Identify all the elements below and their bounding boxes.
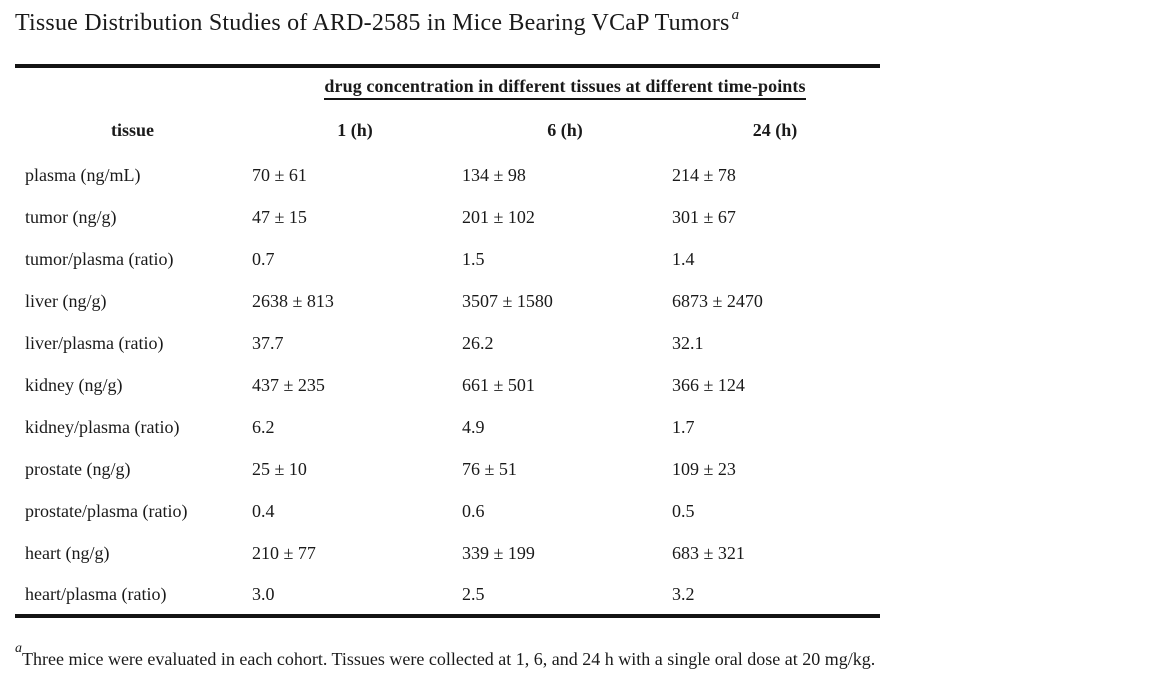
value-cell: 201 ± 102 <box>462 206 535 227</box>
table-head: drug concentration in different tissues … <box>15 66 880 154</box>
value-cell: 661 ± 501 <box>462 374 535 395</box>
value-cell: 47 ± 15 <box>252 206 307 227</box>
paper-page: Tissue Distribution Studies of ARD-2585 … <box>0 7 1161 690</box>
table-row: heart/plasma (ratio) 3.0 2.5 3.2 <box>15 574 880 616</box>
value-cell: 0.4 <box>252 500 275 521</box>
table-row: tumor/plasma (ratio) 0.7 1.5 1.4 <box>15 238 880 280</box>
value-cell: 25 ± 10 <box>252 458 307 479</box>
table-row: kidney/plasma (ratio) 6.2 4.9 1.7 <box>15 406 880 448</box>
value-cell: 109 ± 23 <box>672 458 736 479</box>
table-row: prostate/plasma (ratio) 0.4 0.6 0.5 <box>15 490 880 532</box>
table-row: tumor (ng/g) 47 ± 15 201 ± 102 301 ± 67 <box>15 196 880 238</box>
value-cell: 37.7 <box>252 332 284 353</box>
table-row: liver (ng/g) 2638 ± 813 3507 ± 1580 6873 ± … <box>15 280 880 322</box>
value-cell: 0.5 <box>672 500 695 521</box>
tissue-label: tumor (ng/g) <box>25 206 117 227</box>
value-cell: 26.2 <box>462 332 494 353</box>
value-cell: 32.1 <box>672 332 704 353</box>
value-cell: 683 ± 321 <box>672 542 745 563</box>
value-cell: 4.9 <box>462 416 485 437</box>
span-header-row: drug concentration in different tissues … <box>15 66 880 107</box>
value-cell: 339 ± 199 <box>462 542 535 563</box>
value-cell: 0.6 <box>462 500 485 521</box>
value-cell: 76 ± 51 <box>462 458 517 479</box>
value-cell: 2638 ± 813 <box>252 290 334 311</box>
value-cell: 301 ± 67 <box>672 206 736 227</box>
footnote-text: Three mice were evaluated in each cohort… <box>22 649 876 669</box>
column-header-tissue: tissue <box>110 120 154 140</box>
table-title: Tissue Distribution Studies of ARD-2585 … <box>15 7 1161 37</box>
table-row: plasma (ng/mL) 70 ± 61 134 ± 98 214 ± 78 <box>15 154 880 196</box>
value-cell: 1.5 <box>462 248 485 269</box>
value-cell: 1.4 <box>672 248 695 269</box>
column-header-24h: 24 (h) <box>752 120 798 140</box>
column-header-row: tissue 1 (h) 6 (h) 24 (h) <box>15 107 880 154</box>
tissue-label: heart (ng/g) <box>25 542 110 563</box>
title-footnote-marker: a <box>731 7 740 23</box>
value-cell: 3.2 <box>672 583 695 604</box>
table-row: kidney (ng/g) 437 ± 235 661 ± 501 366 ± 124 <box>15 364 880 406</box>
value-cell: 6873 ± 2470 <box>672 290 763 311</box>
value-cell: 0.7 <box>252 248 275 269</box>
tissue-label: kidney/plasma (ratio) <box>25 416 180 437</box>
value-cell: 2.5 <box>462 583 485 604</box>
tissue-label: liver/plasma (ratio) <box>25 332 164 353</box>
value-cell: 6.2 <box>252 416 275 437</box>
value-cell: 214 ± 78 <box>672 164 736 185</box>
footnote-marker: a <box>15 641 22 656</box>
table-row: heart (ng/g) 210 ± 77 339 ± 199 683 ± 321 <box>15 532 880 574</box>
table-title-text: Tissue Distribution Studies of ARD-2585 … <box>15 10 730 36</box>
table-row: prostate (ng/g) 25 ± 10 76 ± 51 109 ± 23 <box>15 448 880 490</box>
tissue-label: heart/plasma (ratio) <box>25 583 167 604</box>
tissue-distribution-table: drug concentration in different tissues … <box>15 64 881 618</box>
span-header-spacer <box>15 66 250 107</box>
value-cell: 437 ± 235 <box>252 374 325 395</box>
column-header-6h: 6 (h) <box>547 120 583 140</box>
value-cell: 3507 ± 1580 <box>462 290 553 311</box>
tissue-label: kidney (ng/g) <box>25 374 123 395</box>
value-cell: 1.7 <box>672 416 695 437</box>
value-cell: 70 ± 61 <box>252 164 307 185</box>
value-cell: 134 ± 98 <box>462 164 526 185</box>
footnote: aThree mice were evaluated in each cohor… <box>15 641 1161 670</box>
value-cell: 366 ± 124 <box>672 374 745 395</box>
value-cell: 210 ± 77 <box>252 542 316 563</box>
tissue-label: prostate/plasma (ratio) <box>25 500 188 521</box>
tissue-label: liver (ng/g) <box>25 290 107 311</box>
table-body: plasma (ng/mL) 70 ± 61 134 ± 98 214 ± 78 tum… <box>15 154 880 616</box>
tissue-label: tumor/plasma (ratio) <box>25 248 174 269</box>
value-cell: 3.0 <box>252 583 275 604</box>
tissue-label: plasma (ng/mL) <box>25 164 141 185</box>
table-row: liver/plasma (ratio) 37.7 26.2 32.1 <box>15 322 880 364</box>
tissue-label: prostate (ng/g) <box>25 458 131 479</box>
span-header-text: drug concentration in different tissues … <box>324 76 806 100</box>
column-header-1h: 1 (h) <box>337 120 373 140</box>
span-header-cell: drug concentration in different tissues … <box>250 66 880 107</box>
